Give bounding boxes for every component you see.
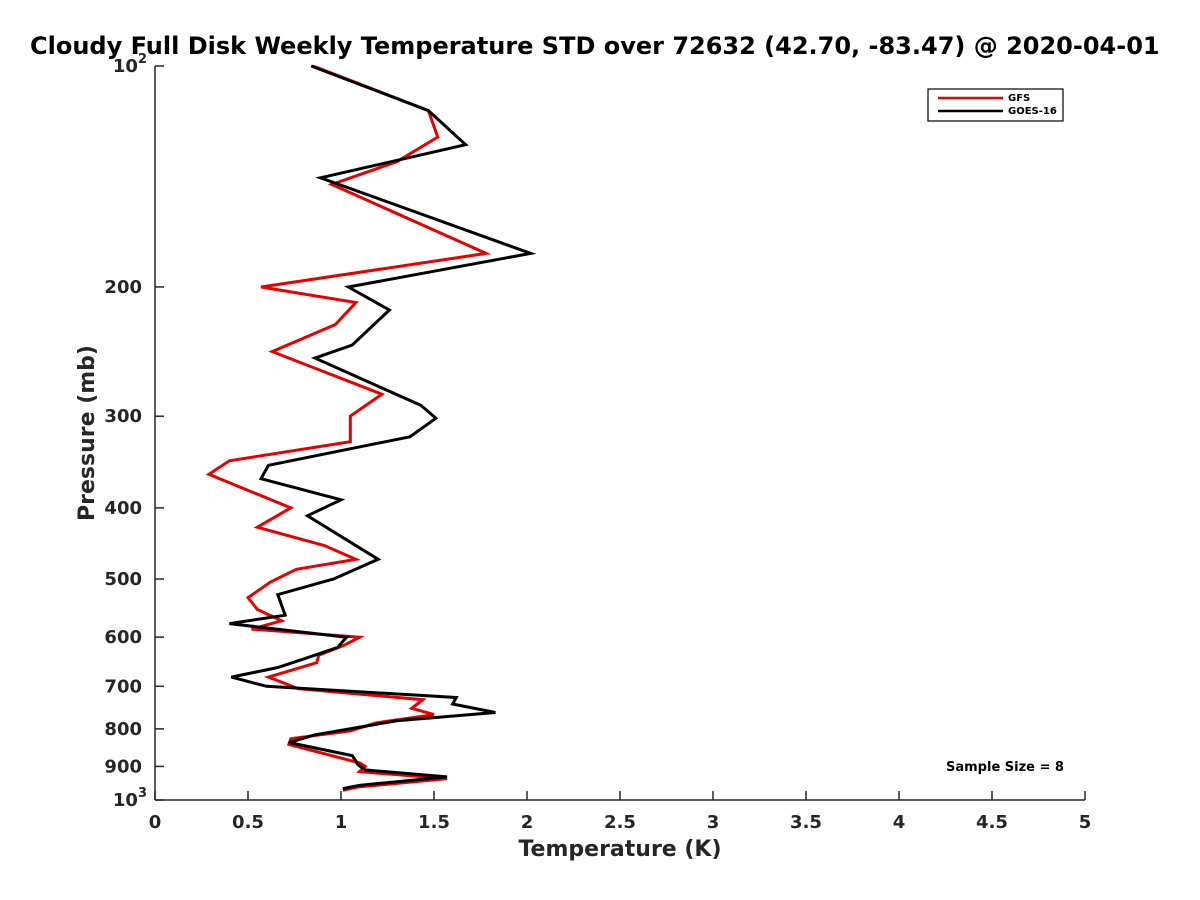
x-tick-label: 0.5 — [232, 812, 264, 833]
y-tick-label: 400 — [104, 498, 142, 519]
x-tick-label: 2 — [521, 812, 534, 833]
x-tick-label: 4 — [893, 812, 906, 833]
y-tick-label: 200 — [104, 277, 142, 298]
x-tick-label: 5 — [1079, 812, 1092, 833]
x-tick-label: 3.5 — [790, 812, 822, 833]
y-tick-label: 300 — [104, 406, 142, 427]
x-tick-label: 4.5 — [976, 812, 1008, 833]
plot-area: 0 0.5 1 1.5 2 2.5 3 3.5 4 4.5 5 102 200 300 400 500 600… — [104, 52, 1091, 833]
sample-size-annotation: Sample Size = 8 — [946, 760, 1064, 775]
legend-box — [927, 88, 1064, 122]
y-tick-label: 900 — [104, 756, 142, 777]
y-tick-label: 600 — [104, 627, 142, 648]
y-tick-label: 103 — [113, 786, 147, 811]
y-tick-label: 800 — [104, 719, 142, 740]
legend-label-goes16: GOES-16 — [1008, 106, 1057, 117]
x-tick-label: 0 — [149, 812, 162, 833]
y-ticks: 102 200 300 400 500 600 700 800 900 103 — [104, 52, 164, 811]
x-tick-label: 2.5 — [604, 812, 636, 833]
chart-title: Cloudy Full Disk Weekly Temperature STD … — [30, 32, 1160, 60]
y-axis-label: Pressure (mb) — [75, 345, 100, 521]
y-tick-label: 500 — [104, 569, 142, 590]
y-tick-label: 700 — [104, 676, 142, 697]
y-tick-label: 102 — [113, 52, 147, 77]
series-lines — [205, 64, 537, 792]
series-line-goes-16 — [229, 64, 537, 791]
legend: GFS GOES-16 — [927, 88, 1064, 122]
x-tick-label: 3 — [707, 812, 720, 833]
x-axis-label: Temperature (K) — [518, 837, 721, 862]
x-ticks: 0 0.5 1 1.5 2 2.5 3 3.5 4 4.5 5 — [149, 791, 1092, 833]
legend-label-gfs: GFS — [1008, 93, 1030, 104]
x-tick-label: 1 — [335, 812, 348, 833]
x-tick-label: 1.5 — [418, 812, 450, 833]
series-line-gfs — [205, 64, 492, 792]
